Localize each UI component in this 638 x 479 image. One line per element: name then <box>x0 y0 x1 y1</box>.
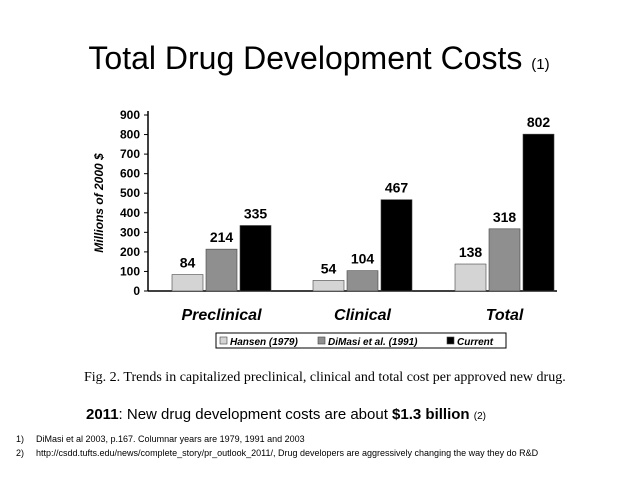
bar <box>346 270 379 292</box>
data-label: 214 <box>210 229 234 245</box>
legend-swatch <box>317 336 326 345</box>
note-text: : New drug development costs are about <box>118 406 393 423</box>
bar <box>522 133 555 292</box>
y-tick-label: 0 <box>133 284 140 298</box>
y-tick-label: 700 <box>120 147 140 161</box>
y-axis-label: Millions of 2000 $ <box>92 153 106 253</box>
bar <box>454 263 487 292</box>
reference-2: 2) http://csdd.tufts.edu/news/complete_st… <box>16 448 538 458</box>
reference-1: 1) DiMasi et al 2003, p.167. Columnar yea… <box>16 434 305 444</box>
bar <box>380 199 413 292</box>
bar <box>312 280 345 292</box>
y-tick-label: 800 <box>120 128 140 142</box>
bar <box>205 248 238 292</box>
bar <box>171 274 204 292</box>
reference-2-text: http://csdd.tufts.edu/news/complete_stor… <box>36 448 539 458</box>
note-reference: (2) <box>473 411 486 422</box>
data-label: 467 <box>385 180 409 196</box>
data-label: 802 <box>527 114 551 130</box>
note-year: 2011 <box>86 406 119 423</box>
legend-box <box>215 332 507 349</box>
x-category-label: Clinical <box>334 307 391 324</box>
data-label: 335 <box>244 205 268 221</box>
y-tick-label: 400 <box>120 206 140 220</box>
y-tick-label: 500 <box>120 186 140 200</box>
x-category-label: Total <box>486 307 524 324</box>
y-tick-label: 200 <box>120 245 140 259</box>
title-text: Total Drug Development Costs <box>88 40 523 76</box>
data-label: 104 <box>351 251 375 267</box>
legend-label: DiMasi et al. (1991) <box>328 337 418 348</box>
y-tick-label: 300 <box>120 225 140 239</box>
y-tick-label: 900 <box>120 108 140 122</box>
slide-title: Total Drug Development Costs (1) <box>0 38 638 85</box>
figure-caption: Fig. 2. Trends in capitalized preclinica… <box>84 370 566 385</box>
note-amount: $1.3 billion <box>392 406 470 423</box>
x-category-label: Preclinical <box>181 307 262 324</box>
title-reference: (1) <box>531 56 550 73</box>
legend-label: Hansen (1979) <box>230 337 298 348</box>
legend-swatch <box>219 336 228 345</box>
reference-2-number: 2) <box>16 448 25 458</box>
data-label: 84 <box>180 255 196 271</box>
data-label: 138 <box>459 244 483 260</box>
bar <box>488 228 521 292</box>
bar <box>239 225 272 292</box>
y-tick-label: 100 <box>120 264 140 278</box>
cost-note: 2011: New drug development costs are abo… <box>86 406 486 423</box>
legend-label: Current <box>457 337 494 348</box>
reference-1-text: DiMasi et al 2003, p.167. Columnar years… <box>36 434 305 444</box>
data-label: 318 <box>493 209 517 225</box>
y-tick-label: 600 <box>120 167 140 181</box>
reference-1-number: 1) <box>16 434 25 444</box>
legend-swatch <box>446 336 455 345</box>
data-label: 54 <box>321 260 337 276</box>
